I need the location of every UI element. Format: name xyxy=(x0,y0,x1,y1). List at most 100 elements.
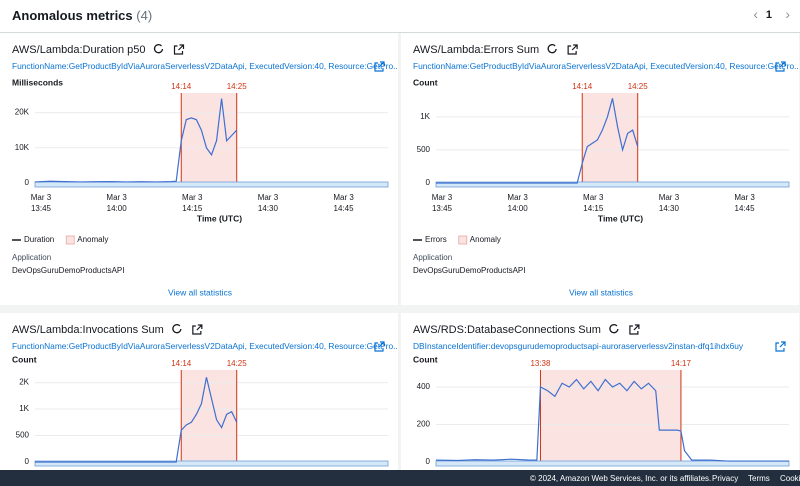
metric-panel: AWS/Lambda:Duration p50 FunctionName:GetP… xyxy=(0,33,398,305)
metric-panel: AWS/RDS:DatabaseConnections Sum DBInstanc… xyxy=(401,313,799,470)
x-tick-date: Mar 3 xyxy=(583,193,604,202)
page-number[interactable]: 1 xyxy=(765,9,772,21)
y-tick-label: 10K xyxy=(15,143,30,152)
open-icon[interactable] xyxy=(629,324,640,335)
legend-label: Anomaly xyxy=(470,235,501,244)
footer-link[interactable]: Privacy xyxy=(712,474,739,483)
dimensions-link[interactable]: FunctionName:GetProductByIdViaAuroraServ… xyxy=(12,341,398,351)
anomaly-start-label: 14:14 xyxy=(572,82,593,91)
range-brush xyxy=(34,181,389,188)
y-tick-label: 1K xyxy=(420,112,430,121)
anomaly-band xyxy=(181,370,237,462)
open-icon[interactable] xyxy=(173,44,185,55)
panel-title: AWS/Lambda:Invocations Sum xyxy=(12,324,164,336)
footer-link[interactable]: Terms xyxy=(748,474,770,483)
footer-link[interactable]: Cookie xyxy=(780,474,800,483)
x-tick-time: 14:15 xyxy=(182,204,203,213)
unit-label: Count xyxy=(413,354,438,364)
legend-label: Duration xyxy=(24,235,54,244)
legend-swatch xyxy=(65,235,75,245)
legend-label: Errors xyxy=(425,235,447,244)
header: Anomalous metrics (4) ‹ 1 › xyxy=(0,0,800,33)
application-label: Application xyxy=(12,253,51,262)
y-tick-label: 0 xyxy=(426,457,431,466)
anomaly-start-label: 14:14 xyxy=(171,82,192,91)
panel-title: AWS/Lambda:Duration p50 xyxy=(12,44,146,56)
application-name: DevOpsGuruDemoProductsAPI xyxy=(413,266,526,275)
unit-label: Count xyxy=(12,354,37,364)
x-tick-date: Mar 3 xyxy=(182,193,203,202)
dimensions-link[interactable]: DBInstanceIdentifier:devopsgurudemoprodu… xyxy=(413,341,744,351)
y-tick-label: 0 xyxy=(25,457,30,466)
open-icon[interactable] xyxy=(374,61,385,72)
x-tick-date: Mar 3 xyxy=(659,193,680,202)
y-tick-label: 500 xyxy=(417,145,431,154)
range-brush xyxy=(34,460,389,467)
panel-title: AWS/Lambda:Errors Sum xyxy=(413,44,539,56)
y-tick-label: 200 xyxy=(417,420,431,429)
range-brush xyxy=(435,181,790,188)
open-icon[interactable] xyxy=(192,324,203,335)
refresh-icon[interactable] xyxy=(172,324,182,334)
anomaly-start-label: 13:38 xyxy=(530,359,551,368)
anomaly-end-label: 14:25 xyxy=(628,82,649,91)
series-line xyxy=(436,98,639,184)
open-icon[interactable] xyxy=(775,61,786,72)
x-tick-time: 14:15 xyxy=(583,204,604,213)
panel-canvas: AWS/RDS:DatabaseConnections Sum DBInstanc… xyxy=(413,324,790,467)
count: (4) xyxy=(136,8,153,23)
x-tick-date: Mar 3 xyxy=(333,193,354,202)
x-tick-date: Mar 3 xyxy=(258,193,279,202)
dimensions-link[interactable]: FunctionName:GetProductByIdViaAuroraServ… xyxy=(12,61,398,71)
y-tick-label: 0 xyxy=(25,178,30,187)
x-tick-date: Mar 3 xyxy=(507,193,528,202)
series-line xyxy=(35,377,238,463)
open-icon[interactable] xyxy=(374,341,385,352)
view-statistics-link[interactable]: View all statistics xyxy=(168,287,232,297)
x-tick-date: Mar 3 xyxy=(106,193,127,202)
x-tick-date: Mar 3 xyxy=(31,193,52,202)
y-tick-label: 2K xyxy=(19,378,29,387)
y-tick-label: 400 xyxy=(417,382,431,391)
copyright: © 2024, Amazon Web Services, Inc. or its… xyxy=(530,474,712,483)
anomaly-start-label: 14:14 xyxy=(171,359,192,368)
panel-canvas: AWS/Lambda:Errors Sum FunctionName:GetPro… xyxy=(413,44,799,297)
x-axis-label: Time (UTC) xyxy=(598,213,643,223)
y-tick-label: 0 xyxy=(426,178,431,187)
refresh-icon[interactable] xyxy=(609,324,619,334)
series-line xyxy=(34,98,238,183)
open-icon[interactable] xyxy=(567,44,578,55)
prev-page[interactable]: ‹ xyxy=(753,6,758,22)
refresh-icon[interactable] xyxy=(153,44,164,54)
application-label: Application xyxy=(413,253,452,262)
application-name: DevOpsGuruDemoProductsAPI xyxy=(12,266,125,275)
anomaly-end-label: 14:25 xyxy=(227,82,248,91)
anomaly-end-label: 14:25 xyxy=(227,359,248,368)
x-tick-time: 14:30 xyxy=(258,204,279,213)
next-page[interactable]: › xyxy=(785,6,790,22)
legend-swatch xyxy=(458,235,468,245)
unit-label: Count xyxy=(413,77,438,87)
anomaly-end-label: 14:17 xyxy=(671,359,692,368)
footer: © 2024, Amazon Web Services, Inc. or its… xyxy=(0,470,800,486)
x-tick-time: 14:00 xyxy=(508,204,529,213)
view-statistics-link[interactable]: View all statistics xyxy=(569,287,633,297)
y-tick-label: 20K xyxy=(15,108,30,117)
refresh-icon[interactable] xyxy=(547,44,557,54)
x-tick-time: 14:30 xyxy=(659,204,680,213)
x-axis-label: Time (UTC) xyxy=(197,213,242,223)
panel-canvas: AWS/Lambda:Invocations Sum FunctionName:G… xyxy=(12,324,398,467)
metric-panel: AWS/Lambda:Errors Sum FunctionName:GetPro… xyxy=(401,33,799,305)
x-tick-date: Mar 3 xyxy=(734,193,755,202)
panel-title: AWS/RDS:DatabaseConnections Sum xyxy=(413,324,601,336)
y-tick-label: 1K xyxy=(19,404,29,413)
open-icon[interactable] xyxy=(775,341,786,352)
unit-label: Milliseconds xyxy=(12,77,63,87)
title-text: Anomalous metrics xyxy=(12,8,133,23)
x-tick-time: 14:45 xyxy=(334,204,355,213)
dimensions-link[interactable]: FunctionName:GetProductByIdViaAuroraServ… xyxy=(413,61,799,71)
metric-panel: AWS/Lambda:Invocations Sum FunctionName:G… xyxy=(0,313,398,470)
x-tick-time: 13:45 xyxy=(31,204,52,213)
range-brush xyxy=(435,460,790,467)
